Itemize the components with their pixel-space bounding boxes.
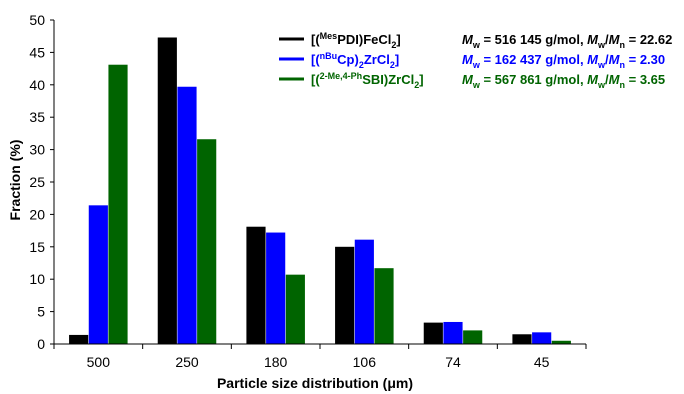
bar-2-me-4-phsbi-zrcl2-45: [551, 340, 571, 344]
y-tick-label: 30: [29, 142, 45, 158]
legend: [(MesPDI)FeCl2] Mw = 516 145 g/mol, Mw/Mn…: [279, 31, 672, 90]
bar-nbucp-2zrcl2-45: [532, 332, 552, 344]
bar-mespdi-fecl2-250: [157, 37, 177, 344]
x-tick-label: 180: [264, 354, 288, 370]
axes-group: 0 5 10 15 20 25 30 35 40 45 50 500 250 180 106 74 45: [29, 12, 587, 370]
bar-2-me-4-phsbi-zrcl2-106: [374, 268, 394, 344]
y-tick-label: 5: [37, 304, 45, 320]
y-tick-label: 25: [29, 174, 45, 190]
bar-mespdi-fecl2-106: [335, 246, 355, 344]
bars-group: [69, 37, 571, 344]
bar-mespdi-fecl2-45: [512, 334, 532, 344]
y-tick-label: 35: [29, 109, 45, 125]
x-tick-label: 250: [175, 354, 199, 370]
y-tick-label: 50: [29, 12, 45, 28]
bar-2-me-4-phsbi-zrcl2-180: [285, 274, 305, 344]
y-axis-title: Fraction (%): [7, 140, 23, 221]
y-tick-label: 45: [29, 44, 45, 60]
bar-mespdi-fecl2-180: [246, 226, 266, 344]
x-tick-label: 74: [445, 354, 461, 370]
y-tick-label: 40: [29, 77, 45, 93]
x-tick-label: 500: [87, 354, 111, 370]
legend-stats-2-me-4-phsbi-zrcl2: Mw = 567 861 g/mol, Mw/Mn = 3.65: [462, 72, 665, 90]
legend-label-mespdi-fecl2: [(MesPDI)FeCl2]: [311, 31, 401, 50]
bar-nbucp-2zrcl2-106: [354, 239, 374, 344]
bar-nbucp-2zrcl2-180: [266, 232, 286, 344]
y-tick-label: 15: [29, 239, 45, 255]
bar-mespdi-fecl2-500: [69, 334, 89, 344]
y-tick-label: 0: [37, 336, 45, 352]
bar-2-me-4-phsbi-zrcl2-250: [197, 139, 217, 344]
bar-mespdi-fecl2-74: [423, 322, 443, 344]
bar-nbucp-2zrcl2-74: [443, 321, 463, 344]
bar-nbucp-2zrcl2-250: [177, 86, 197, 344]
legend-stats-mespdi-fecl2: Mw = 516 145 g/mol, Mw/Mn = 22.62: [462, 32, 672, 50]
y-tick-label: 20: [29, 206, 45, 222]
bar-nbucp-2zrcl2-500: [88, 205, 108, 344]
x-tick-label: 106: [353, 354, 377, 370]
y-tick-label: 10: [29, 271, 45, 287]
legend-label-2-me-4-phsbi-zrcl2: [(2-Me,4-PhSBI)ZrCl2]: [311, 71, 424, 90]
bar-2-me-4-phsbi-zrcl2-500: [108, 64, 128, 344]
legend-label-nbucp-2zrcl2: [(nBuCp)2ZrCl2]: [311, 51, 399, 70]
bar-2-me-4-phsbi-zrcl2-74: [463, 330, 483, 344]
legend-stats-nbucp-2zrcl2: Mw = 162 437 g/mol, Mw/Mn = 2.30: [462, 52, 665, 70]
x-axis-title: Particle size distribution (μm): [217, 375, 413, 391]
x-tick-label: 45: [534, 354, 550, 370]
